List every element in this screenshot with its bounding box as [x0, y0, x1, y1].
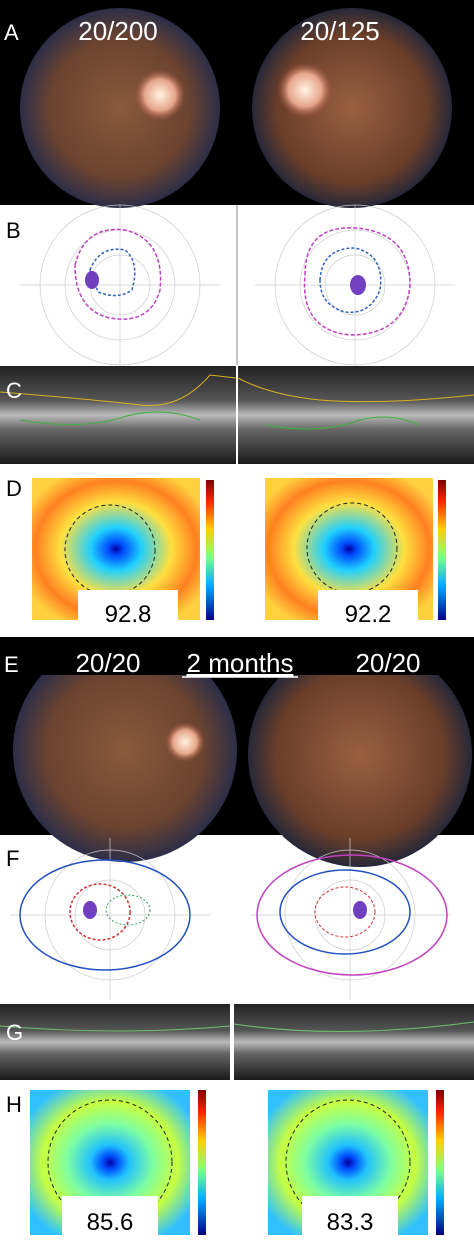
layer-line — [0, 374, 237, 407]
fundus-image — [248, 643, 472, 867]
colorbar — [438, 480, 446, 620]
panel-label: E — [4, 652, 19, 677]
oct-scan — [234, 1004, 474, 1080]
follow-up-time: 2 months — [187, 648, 294, 678]
fundus-image — [20, 8, 220, 208]
sector-ring — [47, 1099, 173, 1225]
panel-label: A — [4, 20, 19, 45]
mean-value: 83.3 — [327, 1209, 374, 1236]
mean-value: 85.6 — [87, 1209, 134, 1236]
mean-value: 92.2 — [345, 601, 392, 628]
isopter — [69, 883, 131, 941]
panel-label: D — [6, 476, 22, 501]
panel-label: H — [6, 1092, 22, 1117]
visual-acuity: 20/125 — [300, 16, 380, 46]
oct-scan — [238, 366, 474, 464]
isopter — [105, 894, 151, 926]
visual-acuity: 20/20 — [75, 648, 140, 678]
colorbar — [206, 480, 214, 620]
isopter — [19, 859, 191, 971]
isopter — [314, 886, 376, 938]
oct-scan — [0, 1004, 230, 1080]
isopter — [89, 248, 136, 297]
value-box — [318, 590, 418, 636]
mean-value: 92.8 — [105, 601, 152, 628]
isopter — [74, 228, 162, 320]
layer-line — [0, 1025, 231, 1032]
fundus-image — [13, 638, 237, 862]
layer-line — [264, 416, 421, 430]
isopter — [256, 854, 448, 976]
visual-field — [10, 838, 450, 1000]
colorbar — [198, 1090, 206, 1235]
isopter — [303, 227, 411, 336]
value-box — [78, 590, 178, 636]
panel-label: F — [6, 846, 19, 871]
value-box — [302, 1196, 398, 1244]
blind-spot — [83, 901, 97, 919]
oct-scan — [0, 366, 236, 464]
fundus-image — [252, 8, 452, 208]
panel-label: G — [6, 1020, 23, 1045]
value-box — [62, 1196, 158, 1244]
visual-field — [20, 204, 455, 366]
colorbar — [436, 1090, 444, 1235]
layer-line — [19, 411, 201, 426]
sector-ring — [285, 1099, 411, 1225]
optic-disc — [134, 69, 186, 121]
blind-spot — [85, 271, 99, 289]
visual-acuity: 20/20 — [355, 648, 420, 678]
visual-acuity: 20/200 — [78, 16, 158, 46]
panel-label: B — [6, 218, 21, 243]
header-band — [0, 637, 474, 675]
panel-label: C — [6, 378, 22, 403]
blind-spot — [353, 901, 367, 919]
optic-disc — [165, 722, 205, 762]
optic-disc — [277, 62, 333, 118]
blind-spot — [350, 275, 366, 295]
layer-line — [237, 377, 474, 403]
isopter — [319, 247, 382, 314]
isopter — [279, 869, 411, 955]
layer-line — [233, 1021, 474, 1032]
